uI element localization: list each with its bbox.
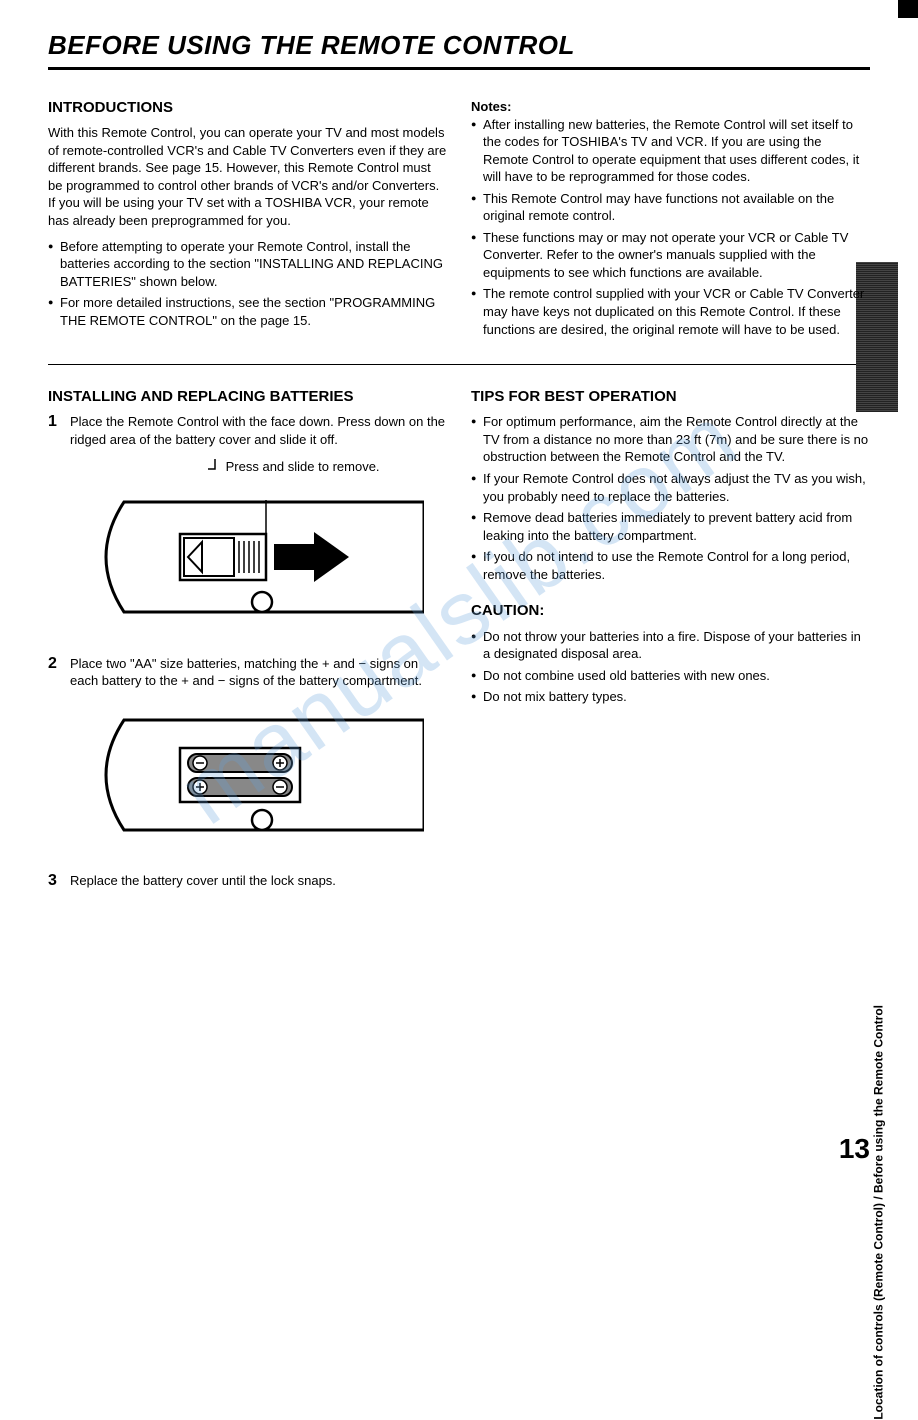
intro-left-col: INTRODUCTIONS With this Remote Control, … — [48, 98, 447, 342]
install-steps-3: 3Replace the battery cover until the loc… — [48, 872, 447, 890]
intro-heading: INTRODUCTIONS — [48, 98, 447, 118]
remote-diagram-2 — [84, 700, 447, 855]
notes-heading: Notes: — [471, 98, 870, 116]
tips-bullets: For optimum performance, aim the Remote … — [471, 413, 870, 583]
tips-bullet: For optimum performance, aim the Remote … — [471, 413, 870, 466]
install-step-1: 1Place the Remote Control with the face … — [48, 413, 447, 448]
page-number: 13 — [839, 1133, 870, 1165]
install-col: INSTALLING AND REPLACING BATTERIES 1Plac… — [48, 387, 447, 900]
notes-bullet: The remote control supplied with your VC… — [471, 285, 870, 338]
caution-bullet: Do not mix battery types. — [471, 688, 870, 706]
intro-bullets: Before attempting to operate your Remote… — [48, 238, 447, 330]
intro-paragraph: With this Remote Control, you can operat… — [48, 124, 447, 229]
intro-columns: INTRODUCTIONS With this Remote Control, … — [48, 98, 870, 342]
remote-diagram-1 — [84, 482, 447, 637]
step-text: Place the Remote Control with the face d… — [70, 414, 445, 447]
notes-bullets: After installing new batteries, the Remo… — [471, 116, 870, 339]
pointer-line-icon — [208, 459, 222, 473]
install-step-2: 2Place two "AA" size batteries, matching… — [48, 655, 447, 690]
tips-heading: TIPS FOR BEST OPERATION — [471, 387, 870, 407]
notes-bullet: This Remote Control may have functions n… — [471, 190, 870, 225]
tips-col: TIPS FOR BEST OPERATION For optimum perf… — [471, 387, 870, 900]
tips-bullet: If your Remote Control does not always a… — [471, 470, 870, 505]
install-steps: 1Place the Remote Control with the face … — [48, 413, 447, 448]
page-title: BEFORE USING THE REMOTE CONTROL — [48, 30, 870, 61]
install-step-3: 3Replace the battery cover until the loc… — [48, 872, 447, 890]
notes-bullet: These functions may or may not operate y… — [471, 229, 870, 282]
step-text: Replace the battery cover until the lock… — [70, 873, 336, 888]
mid-rule — [48, 364, 870, 365]
install-heading: INSTALLING AND REPLACING BATTERIES — [48, 387, 447, 407]
diagram1-caption: Press and slide to remove. — [208, 458, 447, 476]
tips-bullet: If you do not intend to use the Remote C… — [471, 548, 870, 583]
caution-bullets: Do not throw your batteries into a fire.… — [471, 628, 870, 706]
intro-bullet: Before attempting to operate your Remote… — [48, 238, 447, 291]
install-steps-2: 2Place two "AA" size batteries, matching… — [48, 655, 447, 690]
lower-columns: INSTALLING AND REPLACING BATTERIES 1Plac… — [48, 387, 870, 900]
side-tab-label: Location of controls (Remote Control) / … — [872, 1005, 886, 1420]
caution-bullet: Do not combine used old batteries with n… — [471, 667, 870, 685]
notes-bullet: After installing new batteries, the Remo… — [471, 116, 870, 186]
caution-bullet: Do not throw your batteries into a fire.… — [471, 628, 870, 663]
intro-bullet: For more detailed instructions, see the … — [48, 294, 447, 329]
title-rule — [48, 67, 870, 70]
corner-block — [898, 0, 918, 18]
tips-bullet: Remove dead batteries immediately to pre… — [471, 509, 870, 544]
notes-col: Notes: After installing new batteries, t… — [471, 98, 870, 342]
caption-text: Press and slide to remove. — [226, 459, 380, 474]
caution-heading: CAUTION: — [471, 601, 870, 621]
step-text: Place two "AA" size batteries, matching … — [70, 656, 422, 689]
